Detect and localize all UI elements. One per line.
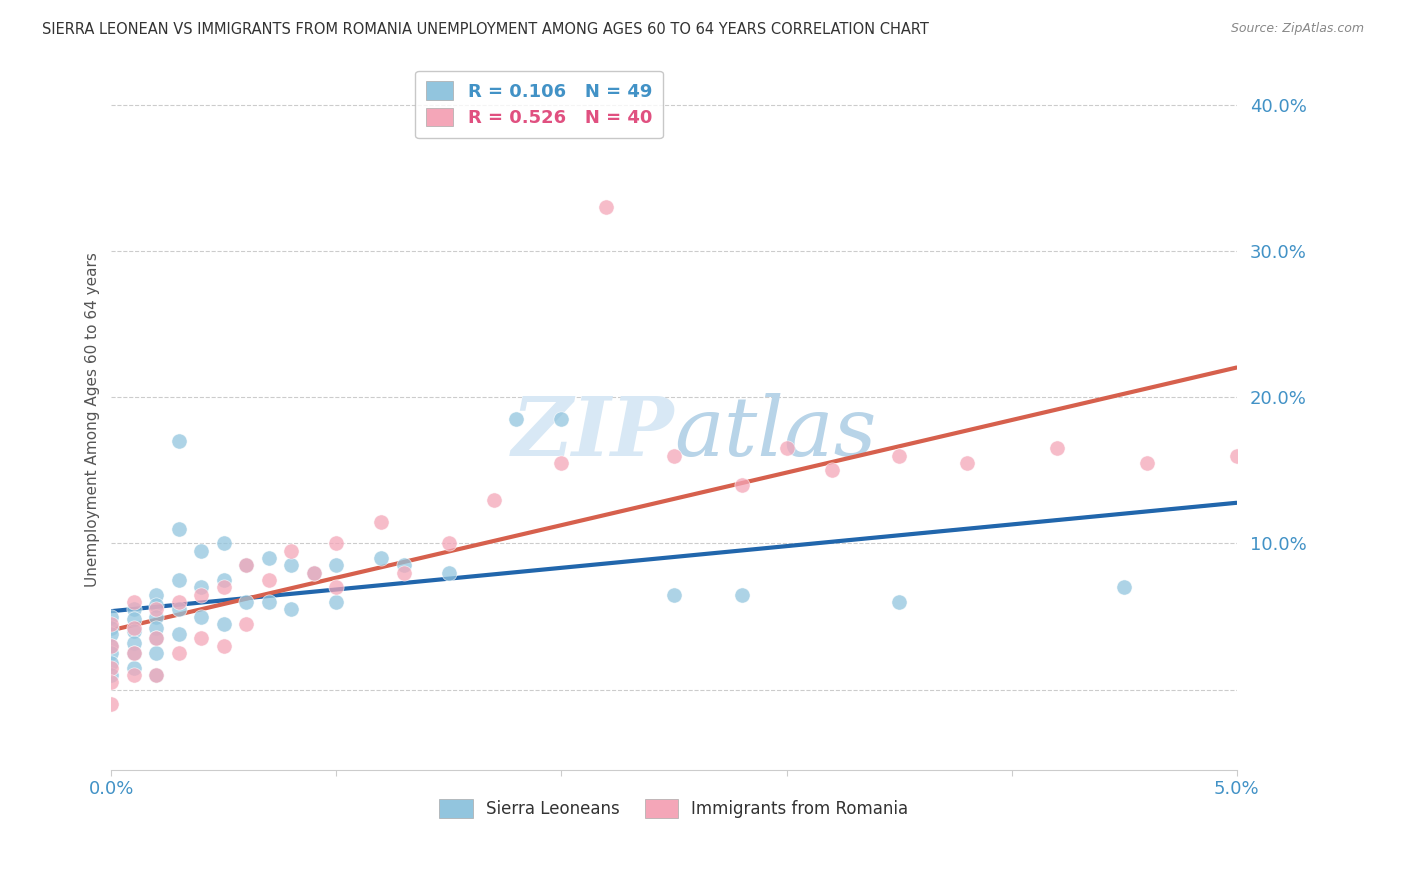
- Point: [145, 632, 167, 646]
- Point: [100, 627, 122, 641]
- Point: [100, 661, 122, 675]
- Point: [280, 543, 302, 558]
- Point: [100, 646, 122, 660]
- Point: [167, 602, 190, 616]
- Point: [212, 616, 235, 631]
- Point: [100, 639, 122, 653]
- Legend: Sierra Leoneans, Immigrants from Romania: Sierra Leoneans, Immigrants from Romania: [433, 792, 915, 825]
- Point: [235, 558, 257, 573]
- Point: [820, 463, 842, 477]
- Point: [100, 668, 122, 682]
- Point: [325, 558, 347, 573]
- Point: [775, 442, 797, 456]
- Point: [122, 612, 145, 626]
- Y-axis label: Unemployment Among Ages 60 to 64 years: Unemployment Among Ages 60 to 64 years: [86, 252, 100, 587]
- Point: [122, 646, 145, 660]
- Point: [145, 632, 167, 646]
- Point: [122, 621, 145, 635]
- Point: [505, 412, 527, 426]
- Point: [212, 536, 235, 550]
- Point: [100, 621, 122, 635]
- Point: [235, 616, 257, 631]
- Point: [257, 551, 280, 566]
- Point: [887, 449, 910, 463]
- Point: [437, 566, 460, 580]
- Point: [325, 580, 347, 594]
- Point: [280, 602, 302, 616]
- Point: [235, 558, 257, 573]
- Point: [1225, 449, 1247, 463]
- Point: [235, 595, 257, 609]
- Point: [955, 456, 977, 470]
- Point: [190, 543, 212, 558]
- Point: [302, 566, 325, 580]
- Point: [370, 551, 392, 566]
- Point: [662, 588, 685, 602]
- Point: [167, 522, 190, 536]
- Point: [730, 478, 752, 492]
- Point: [212, 639, 235, 653]
- Point: [730, 588, 752, 602]
- Point: [145, 621, 167, 635]
- Point: [145, 668, 167, 682]
- Point: [145, 602, 167, 616]
- Point: [122, 602, 145, 616]
- Point: [257, 573, 280, 587]
- Point: [100, 698, 122, 712]
- Point: [1045, 442, 1067, 456]
- Text: atlas: atlas: [673, 393, 876, 474]
- Point: [392, 558, 415, 573]
- Point: [280, 558, 302, 573]
- Point: [212, 573, 235, 587]
- Point: [887, 595, 910, 609]
- Point: [190, 580, 212, 594]
- Point: [122, 624, 145, 639]
- Point: [100, 639, 122, 653]
- Text: Source: ZipAtlas.com: Source: ZipAtlas.com: [1230, 22, 1364, 36]
- Point: [437, 536, 460, 550]
- Point: [122, 661, 145, 675]
- Point: [302, 566, 325, 580]
- Point: [550, 456, 572, 470]
- Point: [145, 598, 167, 612]
- Point: [392, 566, 415, 580]
- Point: [100, 616, 122, 631]
- Point: [257, 595, 280, 609]
- Point: [595, 200, 617, 214]
- Point: [167, 646, 190, 660]
- Point: [145, 646, 167, 660]
- Point: [325, 595, 347, 609]
- Point: [145, 588, 167, 602]
- Point: [122, 668, 145, 682]
- Point: [145, 609, 167, 624]
- Text: SIERRA LEONEAN VS IMMIGRANTS FROM ROMANIA UNEMPLOYMENT AMONG AGES 60 TO 64 YEARS: SIERRA LEONEAN VS IMMIGRANTS FROM ROMANI…: [42, 22, 929, 37]
- Point: [167, 573, 190, 587]
- Point: [550, 412, 572, 426]
- Point: [122, 595, 145, 609]
- Text: ZIP: ZIP: [512, 393, 673, 474]
- Point: [122, 636, 145, 650]
- Point: [662, 449, 685, 463]
- Point: [122, 646, 145, 660]
- Point: [100, 609, 122, 624]
- Point: [190, 588, 212, 602]
- Point: [190, 609, 212, 624]
- Point: [167, 595, 190, 609]
- Point: [1135, 456, 1157, 470]
- Point: [167, 627, 190, 641]
- Point: [1112, 580, 1135, 594]
- Point: [482, 492, 505, 507]
- Point: [145, 668, 167, 682]
- Point: [167, 434, 190, 449]
- Point: [212, 580, 235, 594]
- Point: [325, 536, 347, 550]
- Point: [370, 515, 392, 529]
- Point: [100, 675, 122, 690]
- Point: [190, 632, 212, 646]
- Point: [100, 657, 122, 671]
